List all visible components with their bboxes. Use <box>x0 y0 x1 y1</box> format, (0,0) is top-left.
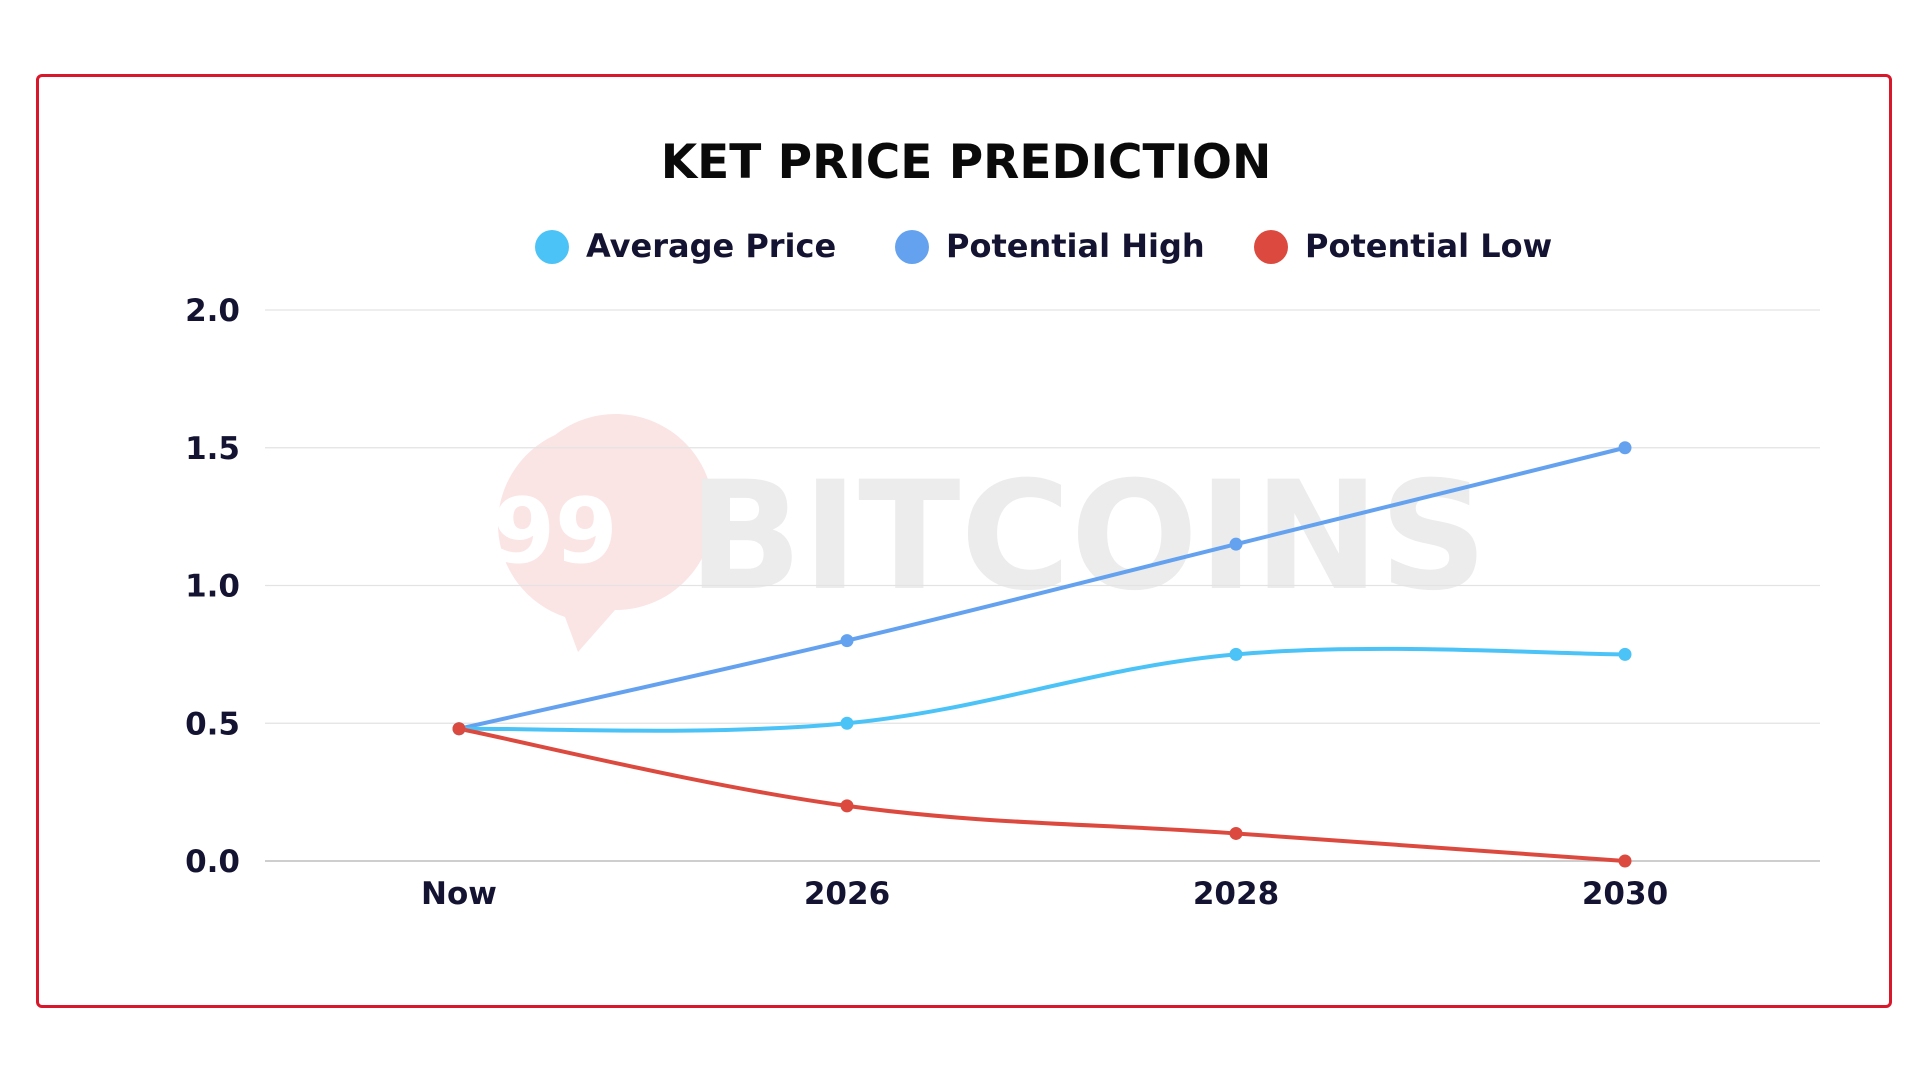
legend-label-average-price: Average Price <box>586 227 836 265</box>
y-tick-label: 0.5 <box>185 706 240 742</box>
data-point-potential-low <box>1229 826 1243 840</box>
chart-title: KET PRICE PREDICTION <box>661 135 1272 190</box>
series-line-average-price <box>457 646 1627 733</box>
series-line-potential-low <box>457 726 1627 863</box>
x-tick-label: 2028 <box>1193 876 1279 912</box>
y-tick-label: 2.0 <box>185 293 240 329</box>
data-point-potential-low <box>1618 854 1632 868</box>
legend-marker-potential-high <box>895 230 929 264</box>
data-point-potential-high <box>1618 441 1632 455</box>
legend-label-potential-low: Potential Low <box>1305 227 1552 265</box>
data-point-average-price <box>1229 647 1243 661</box>
y-tick-label: 0.0 <box>185 844 240 880</box>
series-line-potential-high <box>457 445 1627 731</box>
data-point-potential-low <box>840 799 854 813</box>
data-point-potential-high <box>840 634 854 648</box>
watermark-badge-icon <box>497 414 714 652</box>
x-tick-label: Now <box>421 876 497 912</box>
data-point-potential-low <box>452 722 466 736</box>
x-tick-label: 2026 <box>804 876 890 912</box>
legend-marker-average-price <box>535 230 569 264</box>
y-tick-label: 1.5 <box>185 431 240 467</box>
watermark-text: BITCOINS <box>688 450 1487 624</box>
legend-marker-potential-low <box>1254 230 1288 264</box>
watermark-mark: 99 <box>492 479 617 584</box>
data-point-potential-high <box>1229 537 1243 551</box>
y-tick-label: 1.0 <box>185 569 240 605</box>
data-point-average-price <box>840 716 854 730</box>
legend: Average Price Potential High Potential Low <box>535 227 1552 265</box>
chart-frame <box>36 74 1892 1008</box>
series-points <box>452 441 1632 868</box>
x-tick-label: 2030 <box>1582 876 1668 912</box>
x-axis-ticks: Now 2026 2028 2030 <box>421 876 1668 912</box>
y-axis-ticks: 0.0 0.5 1.0 1.5 2.0 <box>185 293 240 880</box>
legend-label-potential-high: Potential High <box>946 227 1205 265</box>
gridlines <box>265 309 1820 862</box>
watermark-logo: 99 BITCOINS <box>492 414 1487 652</box>
series-lines <box>457 445 1627 863</box>
data-point-average-price <box>1618 647 1632 661</box>
